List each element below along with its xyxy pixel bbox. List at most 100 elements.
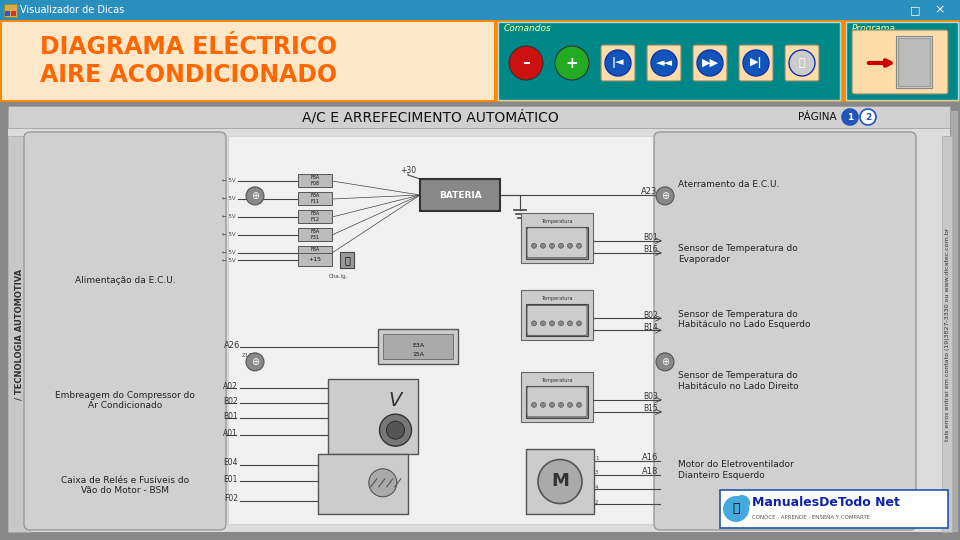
FancyBboxPatch shape <box>527 305 587 335</box>
Bar <box>526 449 594 514</box>
FancyBboxPatch shape <box>739 45 773 81</box>
FancyBboxPatch shape <box>693 45 727 81</box>
Text: 2: 2 <box>865 112 871 122</box>
Bar <box>498 22 840 100</box>
Circle shape <box>549 321 555 326</box>
Text: Cha.Ig.: Cha.Ig. <box>328 274 348 279</box>
Text: E3A: E3A <box>412 343 424 348</box>
Text: ← 5V: ← 5V <box>223 197 236 201</box>
Circle shape <box>723 496 749 522</box>
Text: ◄◄: ◄◄ <box>656 58 673 68</box>
Text: M: M <box>551 472 569 490</box>
FancyBboxPatch shape <box>654 132 916 530</box>
Circle shape <box>577 402 582 407</box>
Text: Visualizador de Dicas: Visualizador de Dicas <box>20 5 124 15</box>
Bar <box>318 454 408 514</box>
FancyBboxPatch shape <box>527 228 587 258</box>
Circle shape <box>567 321 572 326</box>
Text: A/C E ARREFECIMENTO AUTOMÁTICO: A/C E ARREFECIMENTO AUTOMÁTICO <box>301 110 559 124</box>
Text: A26: A26 <box>224 341 240 350</box>
Bar <box>942 136 952 532</box>
Circle shape <box>577 243 582 248</box>
Circle shape <box>860 109 876 125</box>
FancyBboxPatch shape <box>24 132 226 530</box>
Text: ▶▶: ▶▶ <box>702 58 718 68</box>
Text: F8A
F31: F8A F31 <box>310 229 320 240</box>
Bar <box>298 246 332 259</box>
Text: V: V <box>389 390 402 410</box>
Text: A02: A02 <box>223 382 238 390</box>
Bar <box>521 372 593 422</box>
Bar <box>8 106 950 128</box>
Circle shape <box>656 187 674 205</box>
Text: Alimentação da E.C.U.: Alimentação da E.C.U. <box>75 276 176 285</box>
Bar <box>8 136 30 532</box>
Circle shape <box>387 421 404 439</box>
Circle shape <box>697 50 723 76</box>
Circle shape <box>559 402 564 407</box>
Text: ← 5V: ← 5V <box>223 258 236 262</box>
Bar <box>378 329 458 364</box>
Text: Temperatura: Temperatura <box>541 296 573 301</box>
Circle shape <box>379 414 412 446</box>
Bar <box>4 4 17 17</box>
Bar <box>896 36 932 88</box>
Text: B03: B03 <box>643 393 658 401</box>
Circle shape <box>369 469 396 497</box>
Circle shape <box>246 187 264 205</box>
Circle shape <box>743 50 769 76</box>
Text: Comandos: Comandos <box>504 24 552 33</box>
FancyBboxPatch shape <box>647 45 681 81</box>
Text: BATERIA: BATERIA <box>439 191 481 199</box>
Text: ⊕: ⊕ <box>251 191 259 201</box>
Text: E01: E01 <box>224 475 238 483</box>
Text: Temperatura: Temperatura <box>541 378 573 383</box>
Circle shape <box>734 495 750 511</box>
Text: Aterramento da E.C.U.: Aterramento da E.C.U. <box>678 180 780 189</box>
Text: ← 5V: ← 5V <box>223 179 236 184</box>
Text: PÁGINA: PÁGINA <box>798 112 836 122</box>
Bar <box>298 174 332 187</box>
Text: B14: B14 <box>643 323 658 332</box>
Circle shape <box>532 321 537 326</box>
Bar <box>328 379 418 454</box>
Bar <box>521 213 593 263</box>
Text: Motor do Eletroventilador
Dianteiro Esquerdo: Motor do Eletroventilador Dianteiro Esqu… <box>678 460 794 480</box>
Text: 15A: 15A <box>412 352 424 357</box>
Text: / TECNOLOGIA AUTOMOTIVA: / TECNOLOGIA AUTOMOTIVA <box>14 268 23 400</box>
Text: CONOCE · APRENDE · ENSEÑA Y COMPARTE: CONOCE · APRENDE · ENSEÑA Y COMPARTE <box>752 515 870 520</box>
FancyBboxPatch shape <box>601 45 635 81</box>
Circle shape <box>549 402 555 407</box>
Text: A23: A23 <box>640 187 657 197</box>
Circle shape <box>509 46 543 80</box>
Text: 2: 2 <box>595 500 598 505</box>
Bar <box>11 11 16 16</box>
Bar <box>720 490 948 528</box>
Bar <box>5 11 10 16</box>
Text: DIAGRAMA ELÉCTRICO
AIRE ACONDICIONADO: DIAGRAMA ELÉCTRICO AIRE ACONDICIONADO <box>40 35 338 87</box>
Text: A01: A01 <box>223 429 238 438</box>
Bar <box>298 228 332 241</box>
Text: F8A
F11: F8A F11 <box>310 193 320 204</box>
Text: ← 5V: ← 5V <box>223 214 236 219</box>
Text: A16: A16 <box>641 453 658 462</box>
Bar <box>521 291 593 340</box>
Text: E04: E04 <box>224 458 238 467</box>
Circle shape <box>605 50 631 76</box>
Text: 1: 1 <box>847 112 853 122</box>
Text: 🔑: 🔑 <box>344 255 350 265</box>
Bar <box>846 22 958 100</box>
Text: □: □ <box>910 5 921 15</box>
Circle shape <box>538 460 582 503</box>
Circle shape <box>246 353 264 371</box>
Circle shape <box>532 402 537 407</box>
Circle shape <box>549 243 555 248</box>
Bar <box>0 102 960 540</box>
Text: B02: B02 <box>643 311 658 320</box>
Text: 3: 3 <box>595 470 598 476</box>
Text: B15: B15 <box>643 404 658 413</box>
Bar <box>0 0 960 20</box>
Text: Programa: Programa <box>852 24 896 33</box>
Text: B02: B02 <box>224 397 238 406</box>
Bar <box>526 227 588 259</box>
